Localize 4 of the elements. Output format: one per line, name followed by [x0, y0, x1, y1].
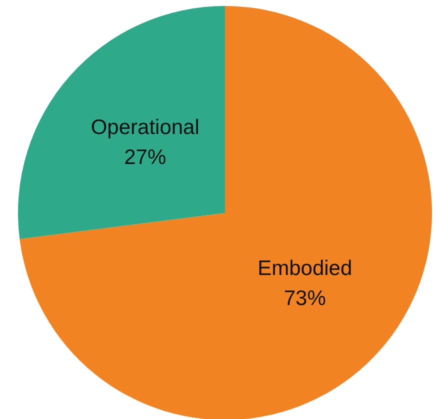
data-label: 73%: [284, 286, 326, 310]
slice-label: Operational: [90, 116, 200, 140]
data-label: 27%: [124, 146, 166, 170]
slice-label: Embodied: [258, 256, 352, 280]
